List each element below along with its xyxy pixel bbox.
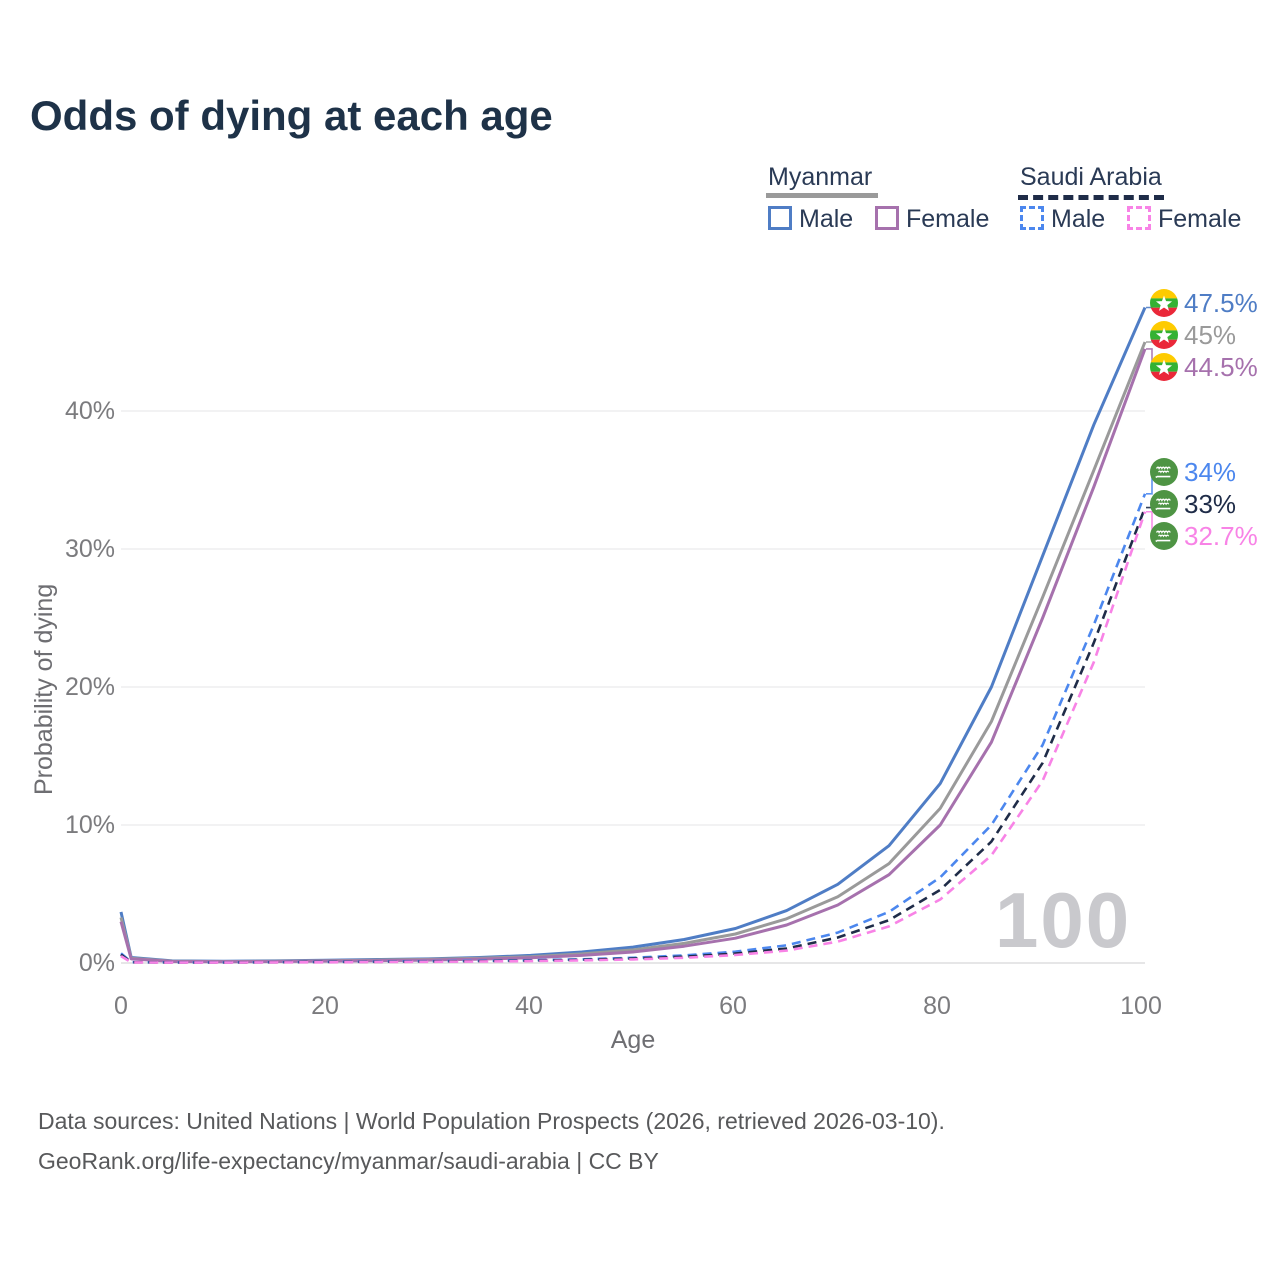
end-label-value: 44.5% — [1184, 351, 1258, 382]
y-tick-10: 10% — [64, 811, 115, 839]
end-label-myanmar-both: 45% — [1150, 320, 1236, 350]
myanmar-flag-icon — [1150, 353, 1178, 381]
series-line-saudi-arabia-male[interactable] — [120, 493, 1147, 964]
legend-swatch-saudi-male[interactable] — [1020, 206, 1044, 230]
y-tick-20: 20% — [64, 673, 115, 701]
legend-label-myanmar-female[interactable]: Female — [906, 205, 990, 233]
series-line-myanmar-female[interactable] — [119, 348, 1147, 964]
x-tick-80: 80 — [923, 992, 951, 1020]
series-line-myanmar-male[interactable] — [119, 306, 1147, 963]
saudi-arabia-flag-icon — [1150, 458, 1178, 486]
legend-swatch-saudi-female[interactable] — [1127, 206, 1151, 230]
end-label-value: 34% — [1184, 456, 1237, 487]
end-label-saudi-male: 34% — [1150, 457, 1236, 487]
myanmar-flag-icon — [1150, 289, 1178, 317]
data-source-line: Data sources: United Nations | World Pop… — [38, 1108, 945, 1134]
x-tick-60: 60 — [719, 992, 747, 1020]
end-label-saudi-both: 33% — [1150, 489, 1236, 519]
series-line-saudi-arabia-both-sexes[interactable] — [120, 507, 1147, 964]
legend-label-saudi-female[interactable]: Female — [1158, 205, 1242, 233]
end-label-value: 47.5% — [1184, 287, 1258, 318]
y-tick-30: 30% — [64, 535, 115, 563]
legend-label-myanmar-male[interactable]: Male — [799, 205, 854, 233]
end-label-saudi-female: 32.7% — [1150, 521, 1258, 551]
saudi-arabia-flag-icon — [1150, 522, 1178, 550]
x-tick-40: 40 — [515, 992, 543, 1020]
end-label-value: 45% — [1184, 319, 1237, 350]
end-label-value: 32.7% — [1184, 520, 1258, 551]
series-line-myanmar-both-sexes[interactable] — [119, 341, 1147, 964]
end-label-myanmar-male: 47.5% — [1150, 288, 1258, 318]
x-tick-20: 20 — [311, 992, 339, 1020]
y-tick-0: 0% — [78, 949, 115, 977]
x-tick-0: 0 — [114, 992, 128, 1020]
legend-group-myanmar: Myanmar — [768, 163, 873, 191]
end-label-value: 33% — [1184, 488, 1237, 519]
legend-underline-saudi-arabia — [1018, 190, 1164, 200]
attribution-line: GeoRank.org/life-expectancy/myanmar/saud… — [38, 1148, 659, 1174]
legend-swatch-myanmar-male[interactable] — [768, 206, 792, 230]
y-axis-title: Probability of dying — [30, 583, 58, 795]
x-axis-title: Age — [610, 1026, 656, 1054]
legend-label-saudi-male[interactable]: Male — [1051, 205, 1106, 233]
y-tick-40: 40% — [64, 397, 115, 425]
legend-swatch-myanmar-female[interactable] — [875, 206, 899, 230]
age-watermark: 100 — [995, 876, 1132, 964]
legend-underline-myanmar — [766, 193, 878, 198]
legend-group-saudi-arabia: Saudi Arabia — [1020, 163, 1162, 191]
myanmar-flag-icon — [1150, 321, 1178, 349]
saudi-arabia-flag-icon — [1150, 490, 1178, 518]
page-title: Odds of dying at each age — [30, 92, 553, 139]
end-label-myanmar-female: 44.5% — [1150, 352, 1258, 382]
series-line-saudi-arabia-female[interactable] — [120, 511, 1147, 964]
x-tick-100: 100 — [1120, 992, 1162, 1020]
